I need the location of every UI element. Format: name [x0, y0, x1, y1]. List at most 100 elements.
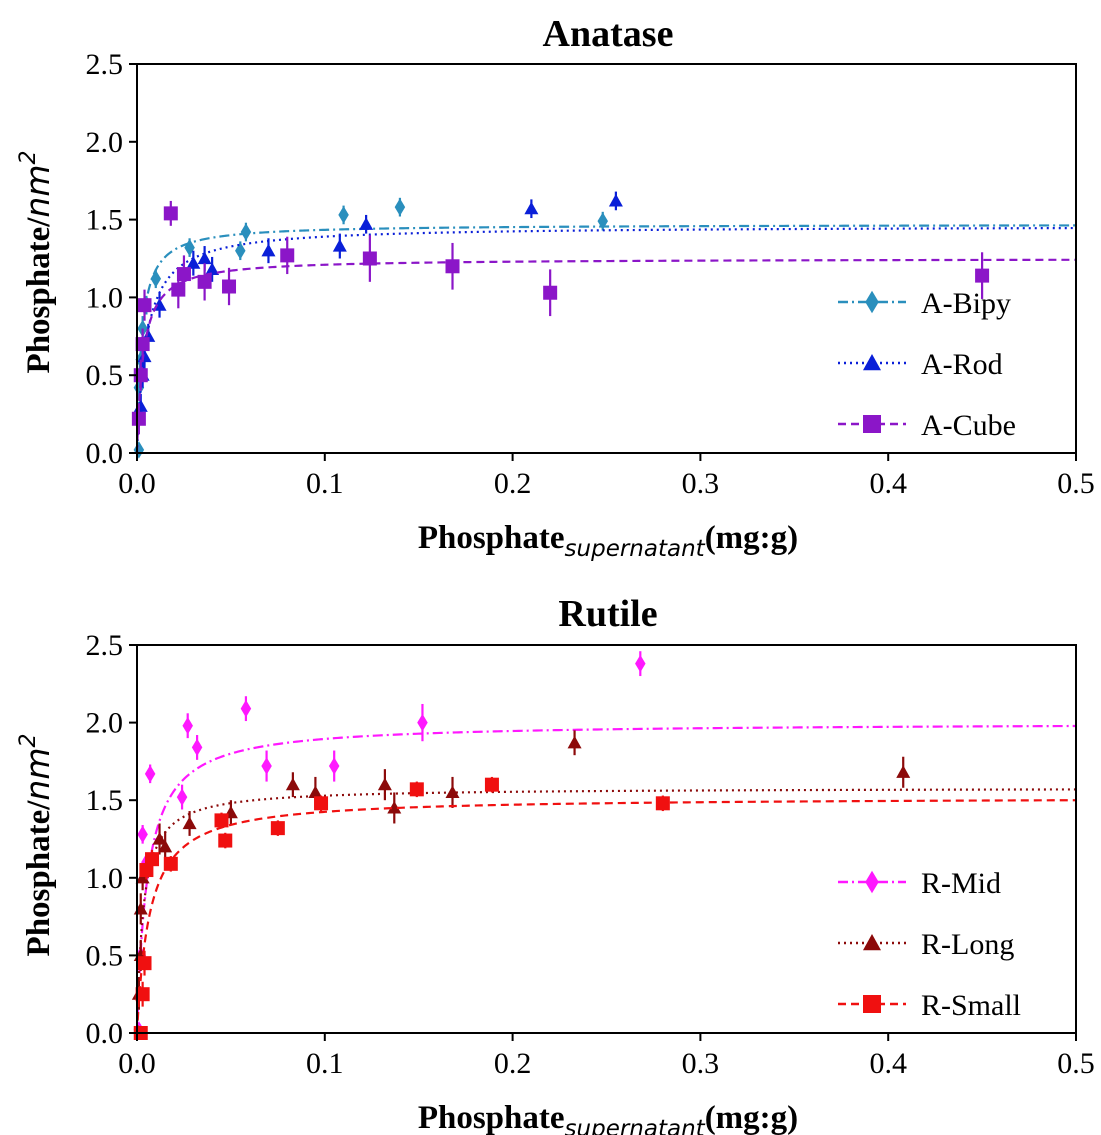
rutile-point-r-long: [152, 832, 167, 845]
rutile-point-r-long: [896, 765, 911, 778]
anatase-point-a-cube: [163, 206, 178, 221]
anatase-point-a-cube: [280, 248, 295, 263]
anatase-xtick-label: 0.3: [682, 467, 720, 500]
rutile-title: Rutile: [558, 593, 657, 635]
anatase-point-a-cube: [176, 267, 191, 282]
anatase-point-a-rod: [137, 349, 152, 363]
anatase-point-a-rod: [524, 201, 539, 215]
rutile-xtick-label: 0.3: [682, 1047, 720, 1080]
rutile-point-r-long: [308, 785, 323, 799]
rutile-point-r-long: [182, 816, 197, 830]
rutile-ytick-label: 2.5: [86, 629, 124, 662]
rutile-point-r-long: [285, 777, 300, 791]
anatase-point-a-cube: [222, 279, 237, 294]
anatase-point-a-cube: [131, 411, 146, 426]
rutile-point-r-small: [655, 796, 670, 811]
anatase-point-a-rod: [332, 239, 347, 252]
anatase-point-a-rod: [608, 193, 623, 207]
anatase-plot-area: 0.0 0.1 0.2 0.3 0.4 0.5 0.0 0.5 1.0 1.5 2.0 2.5 A-Bi…: [86, 48, 1095, 500]
rutile-ytick-label: 2.0: [86, 707, 124, 740]
rutile-ytick-label: 1.0: [86, 862, 124, 895]
rutile-point-r-mid: [176, 788, 188, 806]
anatase-legend: A-Bipy A-Rod A-Cube: [838, 287, 1016, 442]
anatase-point-a-rod: [197, 251, 212, 265]
anatase-legend-label-a-cube: A-Cube: [921, 409, 1016, 442]
rutile-plot-area: 0.0 0.1 0.2 0.3 0.4 0.5 0.0 0.5 1.0 1.5 2.0 2.5 R-Mi…: [86, 629, 1095, 1080]
anatase-point-a-bipy: [597, 212, 608, 230]
rutile-xtick-label: 0.2: [494, 1047, 532, 1080]
rutile-point-r-small: [314, 796, 329, 811]
anatase-point-a-cube: [543, 285, 558, 300]
anatase-ytick-label: 1.5: [86, 204, 124, 237]
rutile-legend: R-Mid R-Long R-Small: [838, 867, 1021, 1022]
anatase-point-a-rod: [205, 262, 220, 275]
anatase-ytick-label: 1.0: [86, 281, 124, 314]
rutile-point-r-mid: [635, 654, 646, 673]
rutile-point-r-long: [567, 735, 582, 749]
anatase-point-a-bipy: [240, 223, 252, 241]
anatase-point-a-bipy: [150, 269, 162, 288]
rutile-point-r-small: [139, 863, 154, 878]
rutile-point-r-small: [135, 987, 150, 1002]
rutile-legend-label-r-small: R-Small: [921, 989, 1021, 1022]
anatase-point-a-cube: [975, 268, 990, 283]
anatase-title: Anatase: [543, 13, 674, 55]
anatase-xtick-label: 0.4: [869, 467, 907, 500]
rutile-legend-marker-r-long: [863, 934, 881, 951]
rutile-ytick-label: 0.5: [86, 939, 124, 972]
anatase-xlabel: Phosphatesupernatant(mg:g): [418, 520, 798, 562]
rutile-point-r-long: [158, 839, 173, 853]
rutile-point-r-mid: [240, 699, 252, 718]
anatase-point-a-cube: [171, 282, 186, 297]
anatase-point-a-cube: [137, 298, 152, 313]
anatase-point-a-bipy: [338, 206, 349, 224]
rutile-point-r-small: [484, 777, 499, 792]
rutile-ytick-label: 0.0: [86, 1017, 124, 1050]
anatase-point-a-cube: [362, 251, 377, 266]
rutile-point-r-mid: [417, 713, 428, 732]
anatase-legend-marker-a-rod: [863, 354, 881, 371]
rutile-point-r-mid: [137, 825, 148, 844]
anatase-ytick-label: 0.0: [86, 437, 124, 470]
anatase-point-a-rod: [359, 217, 374, 230]
rutile-point-r-mid: [191, 738, 203, 757]
rutile-point-r-mid: [328, 757, 340, 775]
rutile-point-r-small: [214, 813, 229, 828]
rutile-xtick-label: 0.1: [306, 1047, 344, 1080]
anatase-point-a-bipy: [133, 441, 145, 459]
anatase-point-a-bipy: [235, 241, 246, 260]
rutile-point-r-long: [377, 777, 392, 791]
rutile-legend-label-r-long: R-Long: [921, 928, 1014, 961]
anatase-legend-marker-a-bipy: [865, 290, 879, 314]
rutile-legend-label-r-mid: R-Mid: [921, 867, 1001, 900]
rutile-point-r-small: [270, 821, 285, 836]
rutile-point-r-small: [163, 856, 178, 871]
rutile-point-r-long: [133, 901, 148, 915]
rutile-point-r-mid: [261, 757, 272, 775]
anatase-ytick-label: 2.5: [86, 48, 124, 81]
anatase-legend-label-a-rod: A-Rod: [921, 348, 1003, 381]
rutile-xtick-label: 0.0: [118, 1047, 156, 1080]
anatase-point-a-rod: [186, 256, 201, 269]
rutile-xtick-label: 0.4: [869, 1047, 907, 1080]
rutile-point-r-small: [145, 852, 160, 867]
anatase-ytick-label: 2.0: [86, 126, 124, 159]
anatase-point-a-rod: [133, 399, 148, 412]
rutile-point-r-small: [409, 782, 424, 797]
anatase-ytick-label: 0.5: [86, 359, 124, 392]
rutile-legend-marker-r-small: [863, 995, 881, 1013]
rutile-point-r-mid: [144, 765, 156, 783]
rutile-point-r-small: [137, 956, 152, 971]
rutile-ytick-label: 1.5: [86, 784, 124, 817]
anatase-point-a-bipy: [394, 198, 406, 216]
anatase-xtick-label: 0.0: [118, 467, 156, 500]
anatase-xtick-label: 0.1: [306, 467, 344, 500]
rutile-xlabel: Phosphatesupernatant(mg:g): [418, 1100, 798, 1135]
anatase-legend-label-a-bipy: A-Bipy: [921, 287, 1011, 320]
rutile-xtick-label: 0.5: [1057, 1047, 1095, 1080]
rutile-legend-marker-r-mid: [865, 870, 879, 894]
anatase-point-a-rod: [261, 243, 276, 257]
anatase-point-a-cube: [445, 259, 460, 274]
anatase-fit-a-bipy: [135, 224, 1076, 454]
